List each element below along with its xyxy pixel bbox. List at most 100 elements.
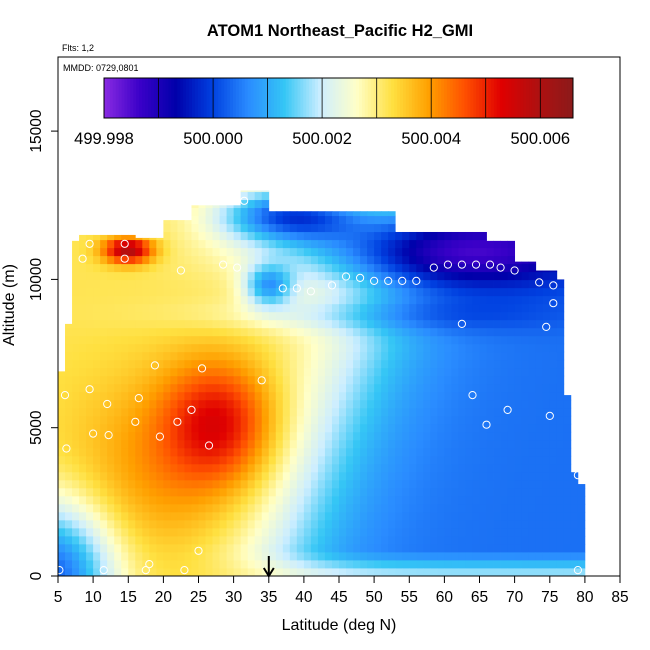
heatmap-cell xyxy=(303,487,312,497)
heatmap-cell xyxy=(65,383,73,393)
heatmap-cell xyxy=(451,271,459,281)
heatmap-cell xyxy=(423,295,431,305)
heatmap-cell xyxy=(86,447,94,457)
heatmap-cell xyxy=(437,455,445,465)
colorbar-segment xyxy=(464,78,468,118)
colorbar-segment xyxy=(142,78,146,118)
heatmap-cell xyxy=(479,255,487,265)
heatmap-cell xyxy=(479,383,487,393)
heatmap-cell xyxy=(128,527,136,537)
heatmap-cell xyxy=(156,255,164,265)
heatmap-cell xyxy=(86,471,94,481)
heatmap-cell xyxy=(500,335,508,345)
heatmap-cell xyxy=(324,239,333,249)
heatmap-cell xyxy=(395,495,403,505)
heatmap-cell xyxy=(563,487,572,497)
heatmap-cell xyxy=(465,519,473,529)
heatmap-cell xyxy=(493,351,501,361)
heatmap-cell xyxy=(282,255,291,265)
heatmap-cell xyxy=(72,391,80,401)
heatmap-cell xyxy=(388,535,396,545)
heatmap-cell xyxy=(556,279,565,289)
heatmap-cell xyxy=(542,270,551,273)
observation-point xyxy=(99,566,108,575)
heatmap-cell xyxy=(479,351,487,361)
colorbar-segment xyxy=(177,78,181,118)
heatmap-cell xyxy=(458,463,466,473)
heatmap-cell xyxy=(107,343,115,353)
heatmap-cell xyxy=(275,543,284,553)
heatmap-cell xyxy=(275,287,284,297)
heatmap-cell xyxy=(128,407,136,417)
heatmap-cell xyxy=(135,399,143,409)
heatmap-cell xyxy=(135,375,143,385)
heatmap-cell xyxy=(324,423,333,433)
heatmap-cell xyxy=(184,263,192,273)
heatmap-cell xyxy=(423,447,431,457)
x-tick-label: 45 xyxy=(330,589,347,606)
heatmap-cell xyxy=(331,311,340,321)
heatmap-cell xyxy=(212,311,220,321)
heatmap-cell xyxy=(339,383,347,393)
colorbar: 499.998 500.000 500.002 500.004 500.006 xyxy=(74,77,574,148)
colorbar-segment xyxy=(288,78,293,118)
heatmap-cell xyxy=(423,535,431,545)
heatmap-cell xyxy=(205,263,213,273)
heatmap-cell xyxy=(289,503,298,513)
heatmap-cell xyxy=(528,495,537,505)
heatmap-cell xyxy=(128,391,136,401)
heatmap-cell xyxy=(163,223,171,233)
heatmap-cell xyxy=(324,535,333,545)
observation-point xyxy=(134,394,143,403)
observation-point xyxy=(197,364,207,373)
heatmap-cell xyxy=(107,423,115,433)
heatmap-cell xyxy=(156,455,164,465)
heatmap-cell xyxy=(107,559,115,569)
heatmap-cell xyxy=(549,279,558,289)
heatmap-cell xyxy=(135,407,143,417)
heatmap-cell xyxy=(465,231,473,241)
heatmap-cell xyxy=(128,367,136,377)
heatmap-cell xyxy=(156,335,164,345)
heatmap-cell xyxy=(184,383,192,393)
heatmap-cell xyxy=(310,503,319,513)
heatmap-cell xyxy=(191,431,199,441)
heatmap-cell xyxy=(331,503,340,513)
heatmap-cell xyxy=(93,271,101,281)
heatmap-cell xyxy=(430,311,438,321)
heatmap-cell xyxy=(226,463,235,473)
heatmap-cell xyxy=(423,375,431,385)
heatmap-cell xyxy=(156,527,164,537)
heatmap-cell xyxy=(451,327,459,337)
heatmap-cell xyxy=(549,423,558,433)
heatmap-cell xyxy=(86,359,94,369)
heatmap-cell xyxy=(254,511,263,521)
heatmap-cell xyxy=(121,255,129,265)
heatmap-cell xyxy=(556,351,565,361)
heatmap-cell xyxy=(528,527,537,537)
heatmap-cell xyxy=(79,234,87,241)
colorbar-segment xyxy=(241,78,246,118)
heatmap-cell xyxy=(500,327,508,337)
heatmap-cell xyxy=(247,503,256,513)
heatmap-cell xyxy=(107,287,115,297)
heatmap-cell xyxy=(191,399,199,409)
heatmap-cell xyxy=(156,287,164,297)
heatmap-cell xyxy=(219,407,227,417)
heatmap-cell xyxy=(128,375,136,385)
heatmap-cell xyxy=(367,447,375,457)
observation-point xyxy=(443,260,452,269)
heatmap-cell xyxy=(268,447,277,457)
colorbar-segment xyxy=(186,78,190,118)
heatmap-cell xyxy=(226,271,235,281)
heatmap-cell xyxy=(458,487,466,497)
heatmap-cell xyxy=(521,261,530,265)
heatmap-cell xyxy=(437,247,445,257)
x-tick-label: 25 xyxy=(190,589,207,606)
colorbar-segment xyxy=(174,78,178,118)
heatmap-cell xyxy=(65,455,73,465)
heatmap-cell xyxy=(226,447,235,457)
heatmap-cell xyxy=(479,367,487,377)
heatmap-cell xyxy=(444,487,452,497)
heatmap-cell xyxy=(409,391,417,401)
